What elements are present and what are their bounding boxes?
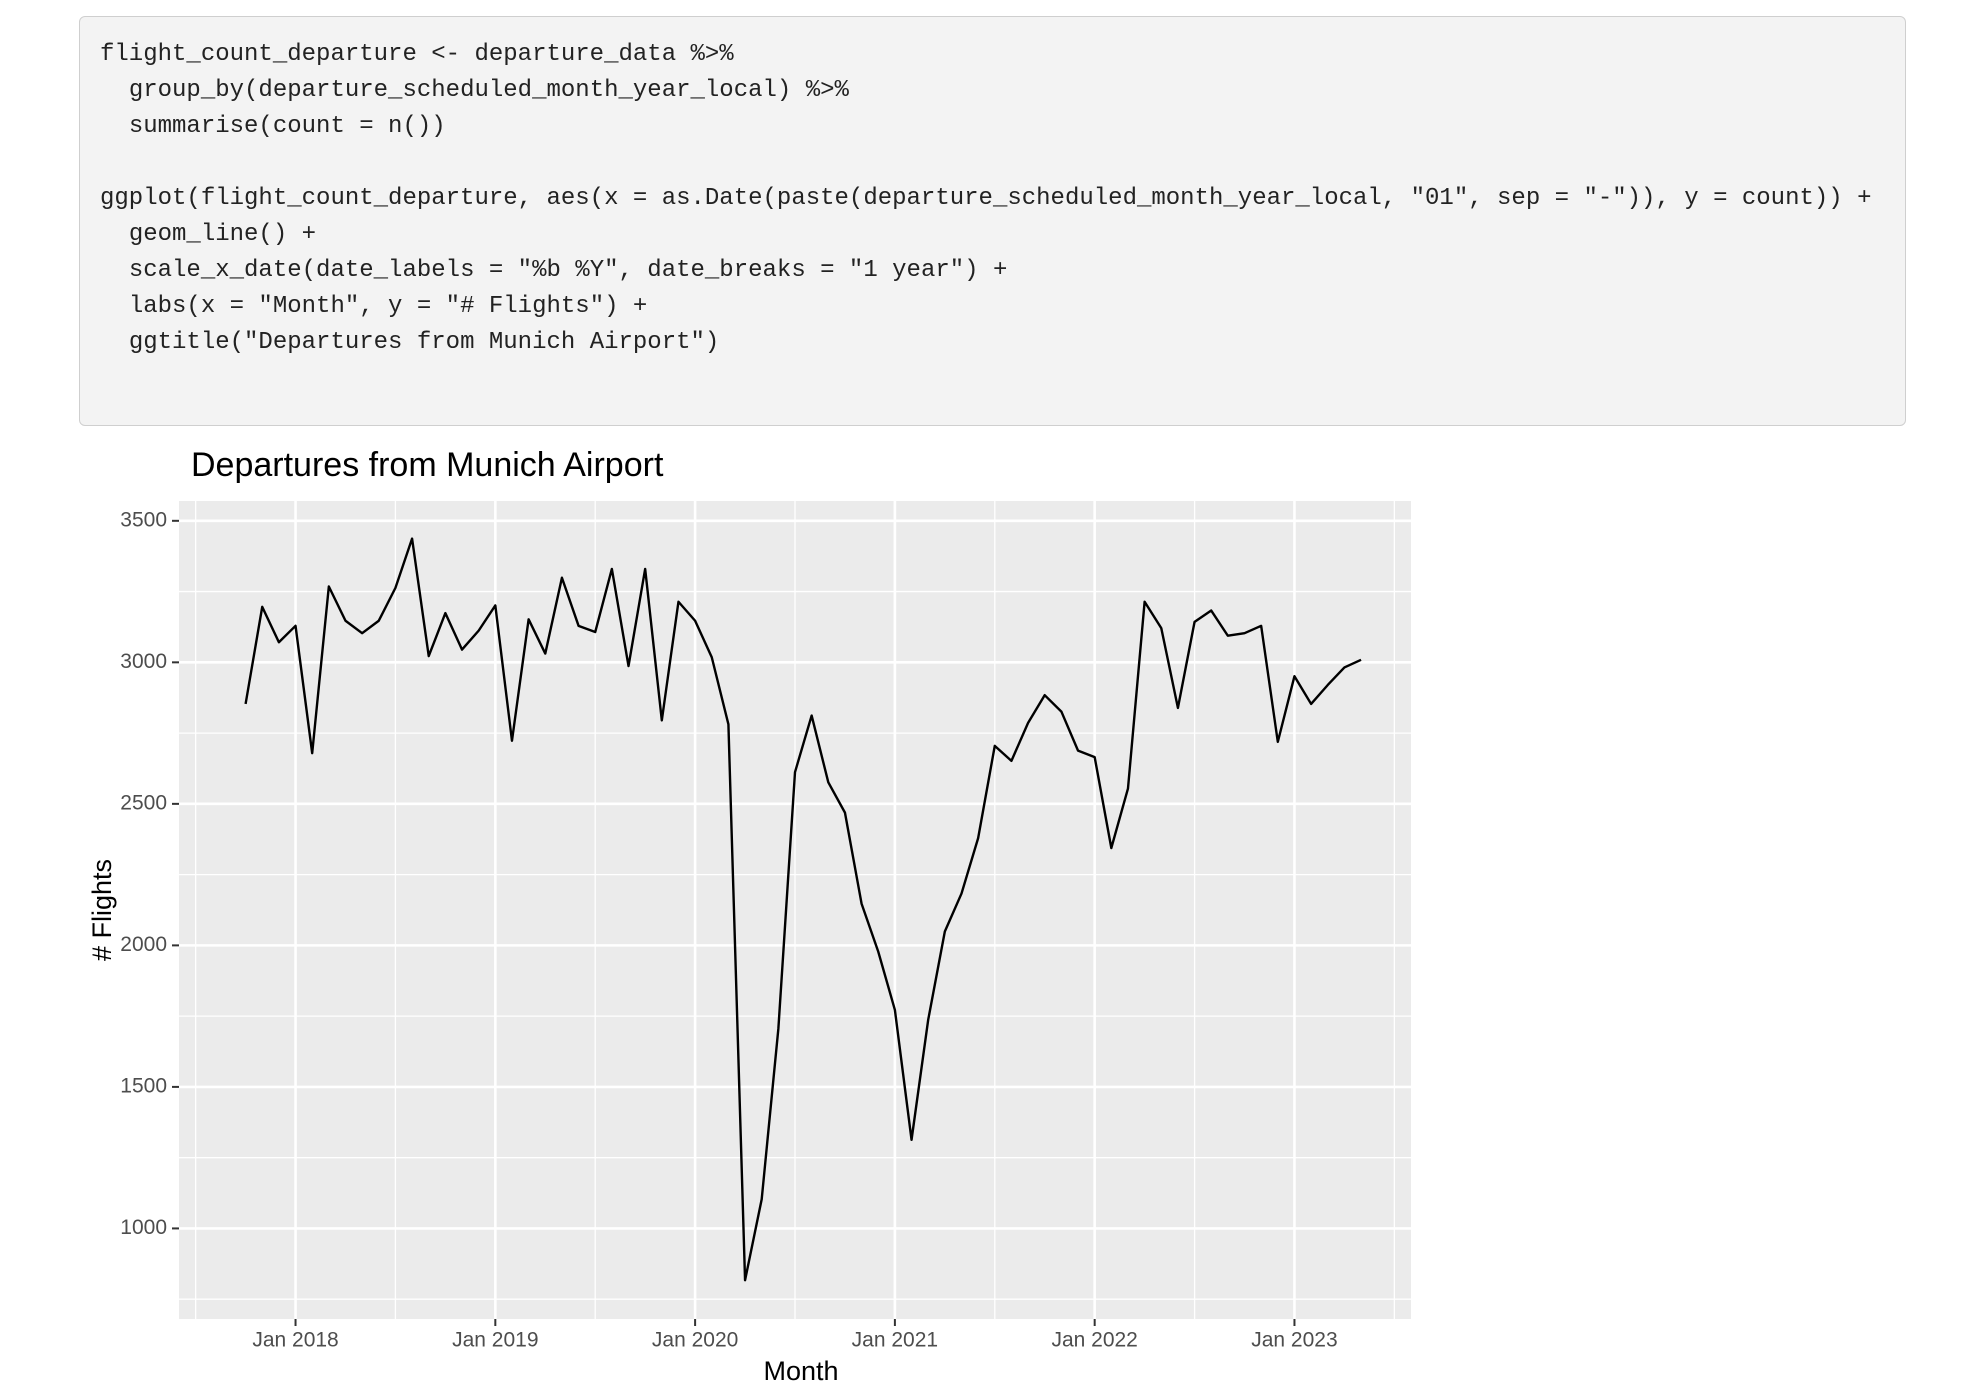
x-axis-title: Month bbox=[763, 1356, 838, 1386]
y-tick-label: 3000 bbox=[120, 650, 167, 673]
x-tick-label: Jan 2019 bbox=[452, 1329, 538, 1352]
y-tick-label: 1500 bbox=[120, 1074, 167, 1097]
chart-title: Departures from Munich Airport bbox=[191, 446, 664, 484]
y-tick-label: 2500 bbox=[120, 791, 167, 814]
x-tick-label: Jan 2018 bbox=[252, 1329, 338, 1352]
x-tick-label: Jan 2023 bbox=[1251, 1329, 1337, 1352]
y-tick-label: 1000 bbox=[120, 1216, 167, 1239]
code-block: flight_count_departure <- departure_data… bbox=[79, 16, 1906, 426]
y-axis-title: # Flights bbox=[87, 859, 117, 961]
x-tick-label: Jan 2020 bbox=[652, 1329, 738, 1352]
y-tick-label: 3500 bbox=[120, 508, 167, 531]
data-line bbox=[244, 537, 1362, 1282]
x-tick-label: Jan 2022 bbox=[1051, 1329, 1137, 1352]
y-tick-label: 2000 bbox=[120, 933, 167, 956]
x-tick-label: Jan 2021 bbox=[852, 1329, 938, 1352]
